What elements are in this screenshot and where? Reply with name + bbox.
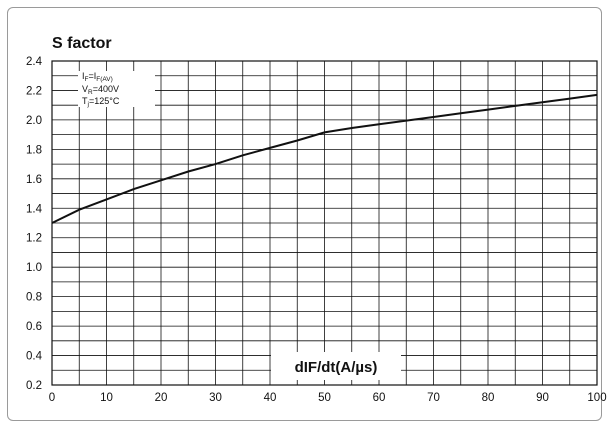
x-tick-label: 0 <box>49 392 55 404</box>
x-tick-label: 30 <box>209 392 222 404</box>
x-axis-label: dIF/dt(A/µs) <box>295 359 378 376</box>
x-tick-label: 50 <box>318 392 331 404</box>
y-tick-label: 0.8 <box>26 292 42 304</box>
condition-voltage: VR=400V <box>82 84 119 96</box>
x-tick-label: 40 <box>264 392 277 404</box>
y-tick-label: 1.2 <box>26 233 42 245</box>
y-tick-label: 2.4 <box>26 56 43 68</box>
condition-current: IF=IF(AV) <box>82 71 113 83</box>
x-tick-label: 70 <box>427 392 440 404</box>
x-tick-label: 80 <box>482 392 495 404</box>
y-tick-label: 1.6 <box>26 174 42 186</box>
x-tick-label: 60 <box>373 392 386 404</box>
x-tick-label: 90 <box>536 392 549 404</box>
y-tick-label: 0.2 <box>26 380 42 392</box>
x-tick-label: 20 <box>155 392 168 404</box>
x-tick-labels: 0 10 20 30 40 50 60 70 80 90 100 <box>49 392 607 404</box>
y-tick-label: 1.4 <box>26 203 43 215</box>
y-tick-label: 1.8 <box>26 144 42 156</box>
condition-temperature: Tj=125°C <box>82 96 120 108</box>
y-tick-label: 0.6 <box>26 321 42 333</box>
x-axis-label-bg <box>271 352 401 380</box>
s-factor-curve <box>51 93 598 224</box>
x-tick-label: 10 <box>100 392 113 404</box>
conditions-box: IF=IF(AV) VR=400V Tj=125°C <box>78 71 155 108</box>
x-axis-label-box: dIF/dt(A/µs) <box>271 352 401 380</box>
y-tick-label: 0.4 <box>26 351 43 363</box>
x-tick-label: 100 <box>587 392 606 404</box>
grid <box>51 60 598 386</box>
y-tick-label: 1.0 <box>26 262 42 274</box>
y-tick-labels: 0.2 0.4 0.6 0.8 1.0 1.2 1.4 1.6 1.8 2.0 2.2 2.4 <box>26 56 43 392</box>
conditions-box-bg <box>78 71 155 107</box>
y-tick-label: 2.0 <box>26 115 42 127</box>
y-tick-label: 2.2 <box>26 85 42 97</box>
chart-title: S factor <box>52 35 112 52</box>
